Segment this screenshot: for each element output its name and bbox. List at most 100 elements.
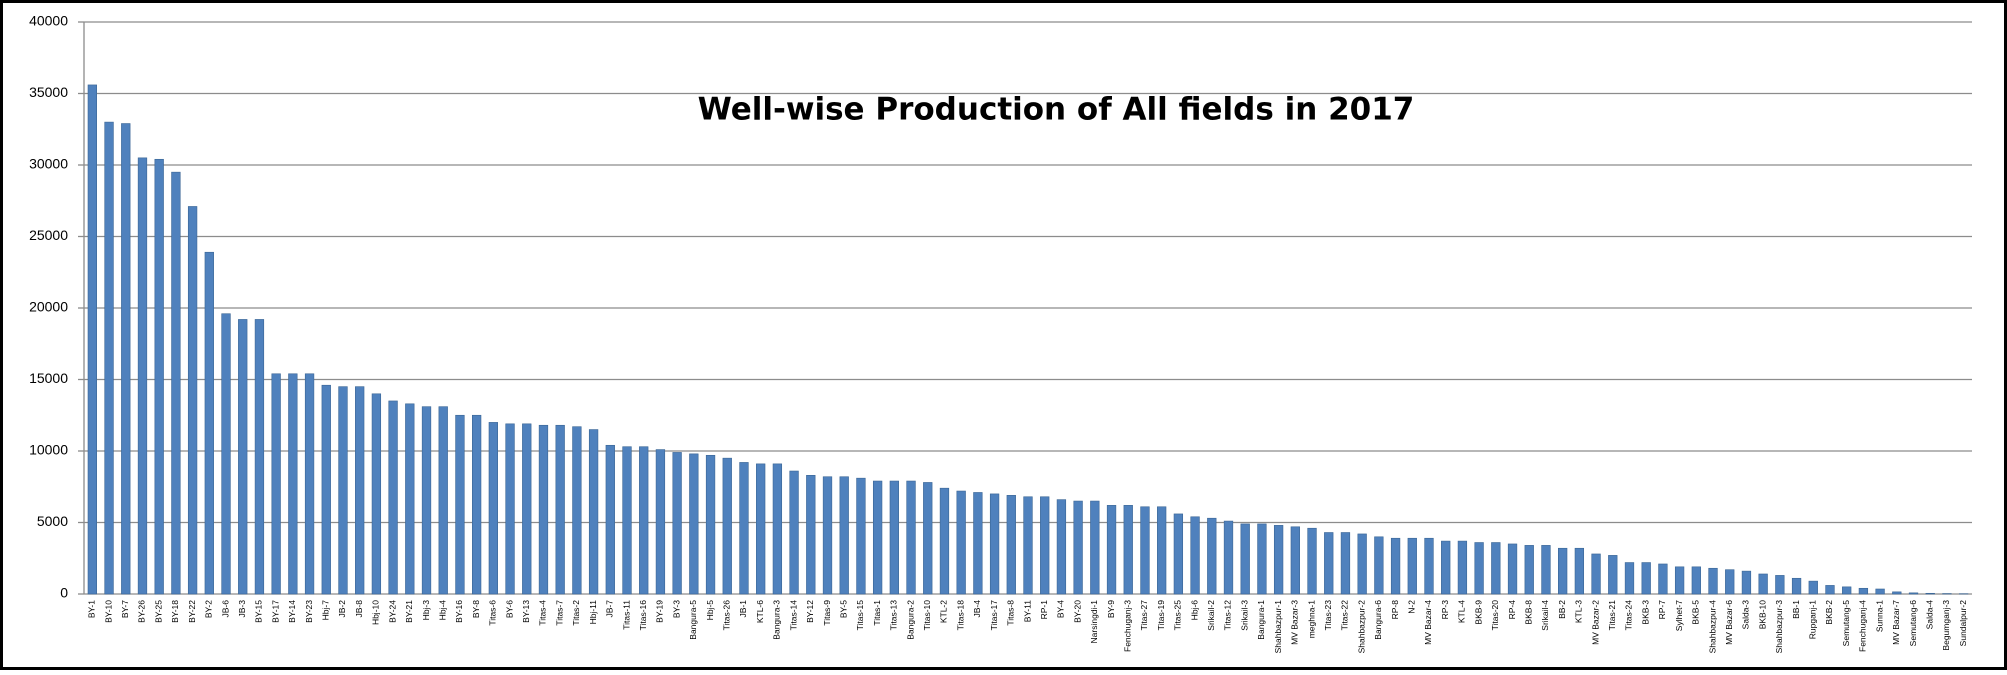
bar <box>790 471 799 594</box>
bar <box>756 464 765 594</box>
bar <box>556 425 565 594</box>
x-tick-label: KTL-6 <box>755 600 765 623</box>
bar <box>405 404 414 594</box>
bar <box>823 477 832 594</box>
x-tick-label: Shahbazpur-1 <box>1273 600 1283 654</box>
x-tick-label: BY-4 <box>1056 600 1066 618</box>
bar <box>1692 567 1701 594</box>
bar <box>1391 538 1400 594</box>
bar <box>272 374 281 594</box>
bar <box>88 85 97 594</box>
x-tick-label: BKB-9 <box>1473 600 1483 625</box>
bar <box>522 424 531 594</box>
bar <box>589 430 598 594</box>
bar <box>439 407 448 594</box>
x-tick-label: MV Bazar-3 <box>1290 600 1300 645</box>
x-tick-label: Srikail-4 <box>1540 600 1550 631</box>
bar <box>1224 521 1233 594</box>
bar <box>806 475 815 594</box>
bar <box>673 452 682 594</box>
x-tick-label: BY-7 <box>120 600 130 618</box>
y-tick-label: 35000 <box>29 84 68 100</box>
bar <box>1542 545 1551 594</box>
x-tick-label: BKB-5 <box>1691 600 1701 625</box>
bar <box>1291 527 1300 594</box>
x-tick-label: Titas-15 <box>855 600 865 631</box>
bar <box>339 387 348 594</box>
bar <box>1592 554 1601 594</box>
x-tick-label: Titas-17 <box>989 600 999 631</box>
bar <box>1258 524 1267 594</box>
bar <box>1007 495 1016 594</box>
x-tick-label: Narsingdi-1 <box>1089 600 1099 644</box>
x-tick-label: Titas-12 <box>1223 600 1233 631</box>
bar <box>990 494 999 594</box>
bar <box>857 478 866 594</box>
bar <box>255 319 264 594</box>
bar <box>1074 501 1083 594</box>
bar <box>1625 563 1634 594</box>
bar <box>155 159 164 594</box>
bar <box>1174 514 1183 594</box>
x-tick-label: BKB-3 <box>1640 600 1650 625</box>
x-tick-label: Titas-13 <box>889 600 899 631</box>
bar <box>372 394 381 594</box>
y-tick-label: 30000 <box>29 156 68 172</box>
x-tick-label: BY-10 <box>103 600 113 623</box>
x-tick-label: Sylhet-7 <box>1674 600 1684 631</box>
bar <box>238 319 247 594</box>
x-tick-label: BY-23 <box>304 600 314 623</box>
x-tick-label: Hbj-4 <box>437 600 447 621</box>
bar <box>539 425 548 594</box>
bar <box>1441 541 1450 594</box>
x-tick-label: Semutang-6 <box>1908 600 1918 647</box>
x-tick-label: BY-8 <box>471 600 481 618</box>
y-tick-label: 40000 <box>29 13 68 29</box>
bar <box>890 481 899 594</box>
x-tick-label: BY-14 <box>287 600 297 623</box>
x-tick-label: Titas-2 <box>571 600 581 626</box>
x-tick-label: Salda-3 <box>1741 600 1751 630</box>
bar <box>1107 505 1116 594</box>
bar <box>1241 524 1250 594</box>
x-tick-label: JB-1 <box>738 600 748 618</box>
bar <box>305 374 314 594</box>
x-tick-label: Hbj-11 <box>588 600 598 625</box>
bar <box>1759 574 1768 594</box>
x-tick-label: JB-2 <box>337 600 347 618</box>
x-tick-label: KTL-3 <box>1574 600 1584 623</box>
bar <box>656 450 665 594</box>
x-tick-label: Titas-1 <box>872 600 882 626</box>
bar <box>1358 534 1367 594</box>
bar <box>723 458 732 594</box>
bar <box>489 422 498 594</box>
x-tick-label: BY-6 <box>504 600 514 618</box>
bar <box>1324 533 1333 594</box>
x-tick-label: JB-6 <box>220 600 230 618</box>
bar <box>472 415 481 594</box>
bar <box>1475 543 1484 594</box>
x-tick-label: Bangura-2 <box>905 600 915 640</box>
chart-title: Well-wise Production of All fields in 20… <box>698 92 1415 128</box>
bar <box>1725 570 1734 594</box>
bar <box>1491 543 1500 594</box>
bar <box>1792 578 1801 594</box>
x-tick-label: Sundalpur-2 <box>1958 600 1968 647</box>
x-tick-label: Titas-6 <box>488 600 498 626</box>
x-tick-label: JB-8 <box>354 600 364 618</box>
x-tick-label: BY-19 <box>655 600 665 623</box>
x-tick-label: Titas-16 <box>638 600 648 631</box>
x-tick-label: BY-20 <box>1072 600 1082 623</box>
x-tick-label: Bangura-5 <box>688 600 698 640</box>
x-tick-label: Shahbazpur-4 <box>1707 600 1717 654</box>
x-tick-label: BY-1 <box>87 600 97 618</box>
bar <box>1525 545 1534 594</box>
bar <box>1090 501 1099 594</box>
x-tick-label: RP-1 <box>1039 600 1049 620</box>
bar <box>1341 533 1350 594</box>
x-tick-label: RP-8 <box>1390 600 1400 620</box>
bar <box>1458 541 1467 594</box>
x-tick-label: Titas-10 <box>922 600 932 631</box>
